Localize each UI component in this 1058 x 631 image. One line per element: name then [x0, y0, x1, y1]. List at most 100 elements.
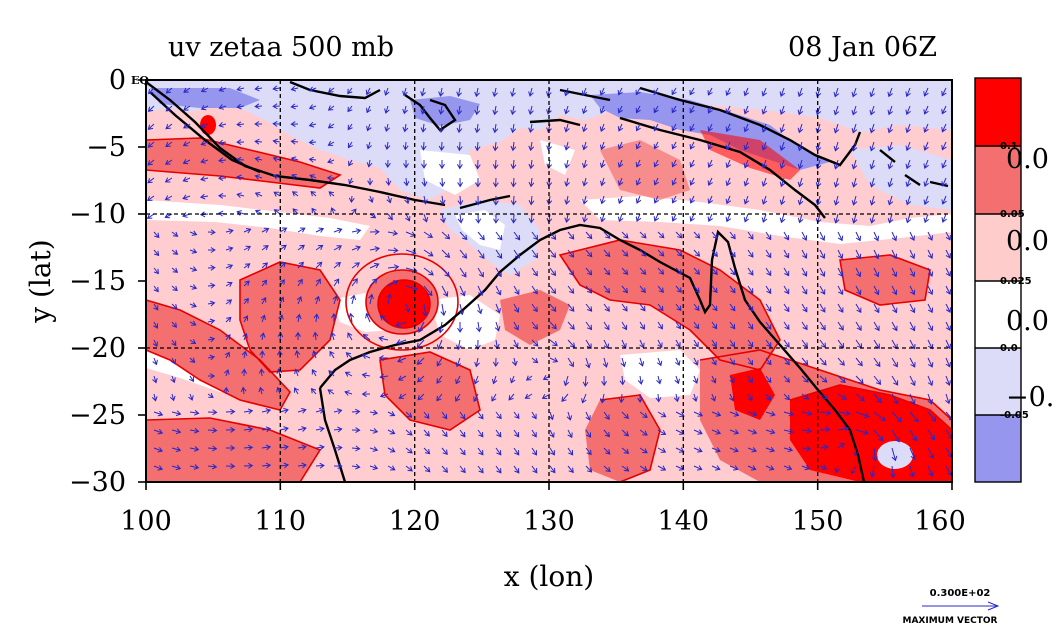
wind-vector: [617, 123, 624, 132]
wind-vector: [333, 463, 343, 470]
wind-vector: [729, 411, 740, 417]
wind-vector: [729, 231, 736, 240]
wind-vector: [582, 195, 588, 205]
wind-vector: [494, 321, 501, 332]
wind-vector: [208, 373, 216, 379]
wind-vector: [765, 231, 772, 241]
wind-vector: [510, 105, 516, 116]
wind-vector: [725, 105, 731, 115]
wind-vector: [581, 393, 587, 404]
wind-vector: [361, 391, 371, 398]
wind-vector: [348, 195, 355, 204]
wind-vector: [783, 410, 795, 417]
wind-vector: [783, 249, 790, 259]
wind-vector: [261, 408, 272, 414]
wind-vector: [747, 285, 754, 294]
wind-vector: [635, 159, 642, 168]
wind-vector: [225, 334, 231, 341]
wind-vector: [510, 141, 517, 152]
wind-vector: [675, 303, 682, 312]
wind-vector: [567, 285, 575, 294]
wind-vector: [603, 267, 611, 276]
wind-vector: [226, 445, 236, 451]
wind-vector: [671, 87, 677, 96]
wind-vector: [891, 249, 898, 260]
wind-vector: [258, 386, 265, 395]
wind-vector: [927, 267, 934, 277]
wind-vector: [243, 462, 254, 469]
wind-vector: [909, 231, 915, 242]
wind-vector: [258, 368, 265, 377]
wind-vector: [474, 141, 481, 152]
wind-vector: [729, 465, 739, 471]
wind-vector: [639, 411, 648, 418]
wind-vector: [369, 278, 378, 287]
wind-vector: [421, 160, 427, 169]
wind-vector: [927, 429, 936, 441]
wind-vector: [261, 444, 272, 451]
wind-vector: [850, 465, 857, 475]
wind-vector: [510, 123, 517, 134]
colorbar-level-label: -0.05: [1000, 410, 1029, 421]
wind-vector: [330, 207, 336, 215]
wind-vector: [509, 375, 516, 384]
wind-vector: [477, 249, 485, 259]
wind-vector: [603, 285, 611, 294]
wind-vector: [561, 393, 569, 403]
wind-vector: [528, 87, 534, 97]
wind-vector: [513, 447, 520, 456]
x-tick-label: 130: [523, 506, 575, 537]
wind-vector: [495, 267, 502, 278]
wind-vector: [457, 213, 464, 224]
wind-vector: [315, 244, 324, 251]
wind-vector: [171, 321, 178, 328]
wind-vector: [513, 285, 520, 296]
wind-vector: [531, 249, 539, 259]
wind-vector: [171, 231, 179, 237]
wind-vector: [747, 465, 757, 471]
gridlines: [146, 80, 952, 482]
wind-vector: [797, 177, 804, 188]
wind-vector: [525, 375, 533, 381]
wind-vector: [656, 375, 662, 385]
wind-vector: [279, 244, 287, 251]
wind-vector: [815, 195, 822, 206]
wind-vector: [797, 87, 804, 98]
wind-vector: [581, 123, 588, 133]
wind-vector: [455, 393, 461, 402]
wind-vector: [308, 156, 317, 163]
wind-vector: [689, 123, 695, 132]
wind-vector: [887, 141, 894, 152]
wind-vector: [236, 156, 245, 163]
wind-vector: [945, 357, 951, 368]
wind-vector: [183, 87, 191, 93]
wind-vector: [905, 87, 911, 98]
wind-vector: [200, 175, 209, 182]
wind-vector: [891, 357, 898, 368]
wind-vector: [243, 228, 252, 234]
wind-vector: [707, 195, 713, 205]
wind-vector: [290, 156, 299, 162]
wind-vector: [833, 213, 840, 224]
wind-vector: [315, 444, 325, 451]
wind-vector: [272, 120, 281, 127]
wind-vector: [783, 339, 790, 348]
wind-vector: [315, 426, 325, 432]
wind-vector: [402, 105, 408, 115]
wind-vector: [477, 465, 484, 474]
wind-vector: [801, 321, 808, 331]
wind-vector: [693, 357, 699, 366]
wind-vector: [779, 123, 786, 134]
wind-vector: [711, 429, 722, 435]
wind-vector: [351, 278, 358, 287]
wind-vector: [315, 408, 325, 414]
wind-vector: [603, 411, 610, 420]
wind-vector: [344, 390, 353, 396]
wind-vector: [332, 295, 339, 305]
map-title: uv zetaa 500 mb: [168, 32, 394, 63]
wind-vector: [279, 426, 289, 432]
wind-vector: [891, 303, 898, 314]
wind-vector: [617, 195, 624, 205]
wind-vector: [243, 245, 252, 251]
y-tick-label: −30: [69, 467, 126, 498]
